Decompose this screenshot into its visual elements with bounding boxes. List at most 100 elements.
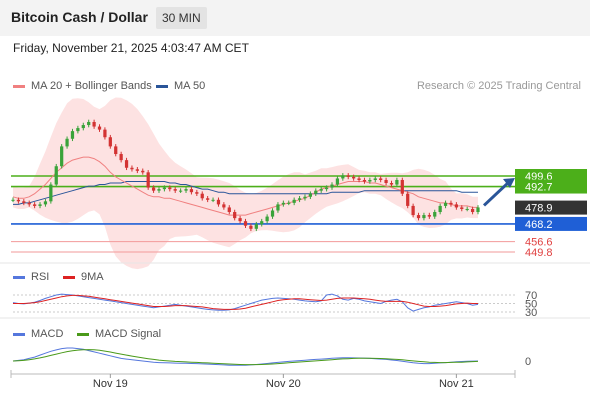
- price-label-4: 456.6: [525, 237, 553, 249]
- candle-body: [314, 190, 318, 194]
- candle-body: [11, 199, 15, 201]
- candle-body: [173, 189, 177, 191]
- candle-body: [146, 172, 150, 188]
- forecast-arrow-shaft: [482, 180, 511, 207]
- candle-body: [238, 218, 242, 222]
- candle-body: [141, 170, 145, 173]
- candle-body: [103, 129, 107, 138]
- rsi-ma-label: 9MA: [81, 271, 104, 283]
- candle-body: [454, 204, 458, 208]
- candle-body: [243, 221, 248, 226]
- candle-body: [346, 175, 350, 177]
- candle-body: [470, 208, 475, 213]
- header-bar: Bitcoin Cash / Dollar 30 MIN: [0, 0, 590, 36]
- candle-body: [49, 184, 53, 202]
- ma50-swatch: [156, 84, 168, 88]
- candle-body: [357, 178, 361, 180]
- candle-body: [195, 192, 199, 194]
- rsi-label: RSI: [31, 271, 50, 283]
- candle-body: [162, 187, 167, 190]
- candle-body: [222, 204, 226, 208]
- candle-body: [157, 189, 161, 191]
- candle-body: [416, 215, 421, 219]
- forecast-arrow-head: [503, 178, 515, 188]
- candle-body: [465, 208, 469, 210]
- price-label-2: 478.9: [525, 203, 553, 215]
- legend-rsi-ma: 9MA: [63, 271, 104, 283]
- candle-body: [460, 207, 464, 209]
- legend-macd-signal: MACD Signal: [77, 328, 161, 340]
- candle-body: [135, 169, 139, 171]
- candle-body: [108, 137, 112, 147]
- candle-body: [65, 138, 69, 147]
- candle-body: [422, 215, 426, 219]
- price-label-bg-0: [515, 169, 587, 183]
- candle-body: [406, 193, 410, 206]
- legend-ma50: MA 50: [156, 80, 205, 92]
- ma50-label: MA 50: [174, 80, 206, 92]
- ma20-label: MA 20 + Bollinger Bands: [31, 80, 152, 92]
- candle-body: [189, 189, 194, 193]
- candle-body: [281, 202, 285, 205]
- rsi-swatch: [13, 275, 25, 279]
- macd-tick-0: 0: [525, 356, 531, 368]
- macd-series-1: [12, 349, 479, 366]
- candle-body: [70, 131, 75, 139]
- candle-body: [97, 126, 102, 130]
- candle-body: [341, 175, 345, 179]
- candle-body: [373, 178, 377, 180]
- candle-body: [276, 204, 280, 211]
- datetime-label: Friday, November 21, 2025 4:03:47 AM CET: [13, 41, 249, 55]
- candle-body: [60, 146, 64, 167]
- timeframe-badge[interactable]: 30 MIN: [156, 7, 207, 29]
- candle-body: [287, 202, 291, 204]
- chart-title: Bitcoin Cash / Dollar: [11, 9, 148, 25]
- price-label-3: 468.2: [525, 219, 553, 231]
- candle-body: [43, 201, 48, 205]
- rsi-ma-swatch: [63, 275, 75, 279]
- candle-body: [130, 167, 134, 170]
- candle-body: [270, 210, 275, 217]
- candle-body: [16, 199, 21, 202]
- candle-body: [443, 202, 448, 206]
- candle-body: [427, 215, 431, 217]
- macd-series-0: [12, 347, 479, 366]
- candle-body: [411, 205, 415, 216]
- candle-body: [87, 121, 91, 126]
- macd-swatch: [13, 332, 25, 336]
- candle-body: [438, 205, 442, 213]
- candle-body: [22, 201, 26, 203]
- macd-label: MACD: [31, 328, 64, 340]
- candle-body: [27, 202, 31, 205]
- ma20-swatch: [13, 84, 25, 88]
- candle-body: [324, 187, 329, 190]
- price-label-bg-3: [515, 216, 587, 231]
- bollinger-band: [13, 97, 478, 270]
- legend-rsi: RSI: [13, 271, 49, 283]
- candle-body: [368, 179, 372, 182]
- candle-body: [206, 198, 210, 200]
- legend-ma20: MA 20 + Bollinger Bands: [13, 80, 152, 92]
- candle-body: [211, 199, 215, 201]
- price-label-bg-2: [515, 200, 587, 215]
- candle-body: [260, 221, 264, 225]
- candle-body: [54, 166, 58, 185]
- candle-body: [297, 198, 302, 200]
- rsi-tick-1: 50: [525, 299, 537, 311]
- candle-body: [389, 183, 394, 185]
- candle-body: [216, 199, 221, 205]
- candle-body: [119, 154, 123, 161]
- candle-body: [184, 189, 188, 191]
- macd-signal-label: MACD Signal: [95, 328, 162, 340]
- legend-macd: MACD: [13, 328, 63, 340]
- rsi-tick-0: 70: [525, 290, 537, 302]
- candle-body: [400, 179, 404, 194]
- x-tick-label-0: Nov 19: [93, 378, 128, 390]
- candle-body: [76, 128, 80, 132]
- rsi-tick-2: 30: [525, 307, 537, 319]
- candle-body: [449, 202, 453, 205]
- candle-body: [362, 179, 367, 182]
- candle-body: [249, 225, 253, 229]
- macd-signal-swatch: [77, 332, 89, 336]
